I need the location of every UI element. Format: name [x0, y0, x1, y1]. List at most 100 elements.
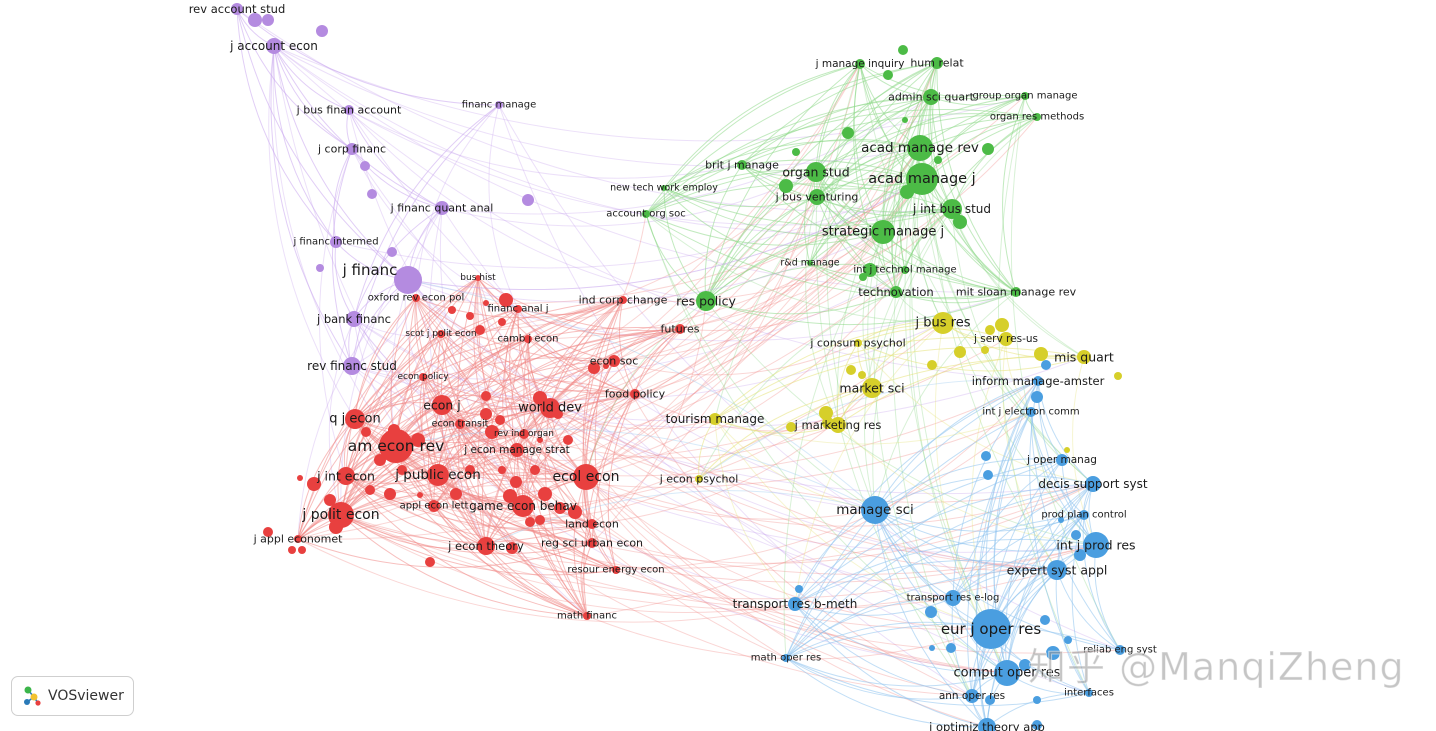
network-node[interactable]: [510, 443, 524, 457]
network-node[interactable]: [583, 612, 591, 620]
network-node[interactable]: [345, 409, 365, 429]
network-node[interactable]: [612, 566, 620, 574]
network-node[interactable]: [477, 537, 495, 555]
network-edge: [297, 538, 796, 623]
network-node[interactable]: [906, 163, 938, 195]
network-node[interactable]: [695, 475, 703, 483]
network-node[interactable]: [994, 660, 1020, 686]
network-node[interactable]: [782, 654, 790, 662]
network-node[interactable]: [343, 357, 361, 375]
network-node[interactable]: [971, 609, 1011, 649]
network-node[interactable]: [931, 57, 943, 69]
network-node[interactable]: [890, 286, 902, 298]
network-node[interactable]: [942, 199, 962, 219]
network-node[interactable]: [512, 495, 534, 517]
network-node[interactable]: [1047, 560, 1067, 580]
network-node[interactable]: [932, 312, 954, 334]
node-label: res policy: [676, 294, 736, 309]
network-node[interactable]: [854, 339, 862, 347]
network-node[interactable]: [806, 162, 826, 182]
network-node[interactable]: [978, 718, 996, 731]
network-node[interactable]: [807, 260, 813, 266]
network-node[interactable]: [435, 201, 449, 215]
network-node[interactable]: [861, 496, 889, 524]
node-label: acad manage j: [868, 171, 975, 187]
network-node[interactable]: [619, 296, 627, 304]
network-node[interactable]: [661, 185, 667, 191]
network-node[interactable]: [907, 135, 933, 161]
network-node[interactable]: [1033, 113, 1041, 121]
network-edge: [522, 299, 624, 507]
network-edge: [794, 380, 1039, 605]
network-node[interactable]: [294, 535, 302, 543]
network-node[interactable]: [231, 3, 243, 15]
network-node[interactable]: [862, 378, 882, 398]
network-node[interactable]: [437, 330, 445, 338]
network-node[interactable]: [1115, 645, 1125, 655]
network-node[interactable]: [1083, 532, 1109, 558]
network-node[interactable]: [630, 389, 640, 399]
network-node[interactable]: [1033, 376, 1043, 386]
network-node[interactable]: [587, 538, 597, 548]
network-node[interactable]: [328, 502, 354, 528]
network-edge: [679, 116, 1038, 330]
network-node[interactable]: [346, 143, 358, 155]
network-edge: [895, 208, 953, 293]
network-node[interactable]: [330, 236, 342, 248]
network-node[interactable]: [1079, 510, 1089, 520]
network-node[interactable]: [1011, 287, 1021, 297]
network-node[interactable]: [344, 105, 354, 115]
network-node[interactable]: [524, 335, 532, 343]
network-node[interactable]: [901, 266, 909, 274]
network-node[interactable]: [1085, 476, 1101, 492]
network-node[interactable]: [1085, 689, 1093, 697]
network-node[interactable]: [871, 220, 895, 244]
network-node[interactable]: [427, 464, 449, 486]
network-node[interactable]: [1026, 407, 1036, 417]
network-node[interactable]: [642, 210, 650, 218]
network-node[interactable]: [412, 294, 420, 302]
network-node[interactable]: [999, 332, 1013, 346]
network-node[interactable]: [709, 413, 721, 425]
network-node[interactable]: [346, 311, 362, 327]
network-node[interactable]: [419, 373, 427, 381]
network-node-minor: [603, 363, 609, 369]
network-node[interactable]: [455, 419, 465, 429]
network-node[interactable]: [587, 519, 597, 529]
network-node[interactable]: [394, 266, 422, 294]
network-node[interactable]: [519, 429, 529, 439]
network-node[interactable]: [428, 500, 440, 512]
network-node[interactable]: [432, 395, 452, 415]
network-node[interactable]: [337, 467, 355, 485]
network-node[interactable]: [495, 101, 503, 109]
network-node[interactable]: [945, 590, 961, 606]
network-edge: [348, 109, 876, 511]
node-label: int j electron comm: [982, 407, 1079, 418]
network-node[interactable]: [514, 305, 522, 313]
node-label: financ anal j: [487, 304, 548, 315]
network-node[interactable]: [675, 324, 685, 334]
network-node[interactable]: [475, 275, 481, 281]
network-node[interactable]: [1077, 350, 1091, 364]
network-node[interactable]: [965, 689, 979, 703]
network-node[interactable]: [1021, 92, 1029, 100]
network-node[interactable]: [788, 597, 802, 611]
network-node[interactable]: [830, 417, 846, 433]
network-node[interactable]: [923, 89, 939, 105]
network-edge: [522, 360, 615, 507]
node-label: q j econ: [329, 412, 380, 427]
network-node[interactable]: [809, 189, 825, 205]
network-node-minor: [981, 451, 991, 461]
network-node[interactable]: [608, 355, 620, 367]
network-node-minor: [316, 264, 324, 272]
network-node[interactable]: [1056, 454, 1068, 466]
network-node[interactable]: [379, 429, 413, 463]
network-node[interactable]: [573, 464, 599, 490]
network-node[interactable]: [737, 160, 747, 170]
network-node[interactable]: [855, 59, 865, 69]
network-edge: [498, 104, 1121, 651]
network-node[interactable]: [540, 398, 560, 418]
node-label: manage sci: [836, 502, 914, 518]
network-node[interactable]: [266, 38, 282, 54]
network-node[interactable]: [696, 291, 716, 311]
